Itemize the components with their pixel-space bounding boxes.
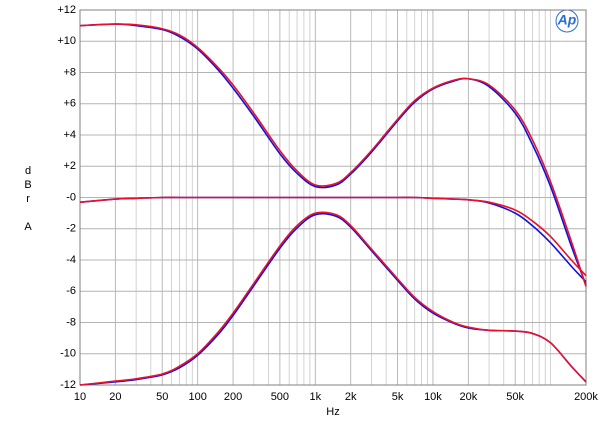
logo: Ap	[557, 12, 577, 28]
y-tick-label: -0	[66, 191, 76, 203]
series-line	[79, 211, 587, 386]
y-tick-label: -10	[60, 348, 76, 360]
y-tick-label: +8	[63, 66, 76, 78]
y-tick-label: -2	[66, 223, 76, 235]
y-tick-label: -4	[66, 254, 76, 266]
y-tick-label: +12	[57, 4, 76, 16]
x-tick-label: 500	[271, 391, 289, 403]
y-axis-label: dBr A	[22, 165, 34, 235]
x-tick-label: 20	[109, 391, 121, 403]
y-tick-label: +4	[63, 129, 76, 141]
x-tick-label: 10k	[424, 391, 442, 403]
x-tick-label: 2k	[345, 391, 357, 403]
y-tick-label: -8	[66, 316, 76, 328]
x-tick-label: 200k	[574, 391, 598, 403]
y-tick-label: +2	[63, 160, 76, 172]
series-line	[79, 196, 587, 277]
x-tick-label: 50	[156, 391, 168, 403]
y-tick-label: +6	[63, 98, 76, 110]
plot-frame	[79, 9, 587, 386]
y-tick-label: +10	[57, 35, 76, 47]
series-line	[79, 23, 587, 286]
y-tick-label: -12	[60, 379, 76, 391]
x-tick-label: 1k	[309, 391, 321, 403]
x-tick-label: 10	[74, 391, 86, 403]
x-tick-label: 5k	[392, 391, 404, 403]
x-tick-label: 20k	[459, 391, 477, 403]
x-tick-label: 100	[188, 391, 206, 403]
x-tick-label: 50k	[506, 391, 524, 403]
y-tick-label: -6	[66, 285, 76, 297]
x-axis-label: Hz	[326, 406, 339, 418]
series-line	[79, 23, 587, 287]
x-tick-label: 200	[224, 391, 242, 403]
